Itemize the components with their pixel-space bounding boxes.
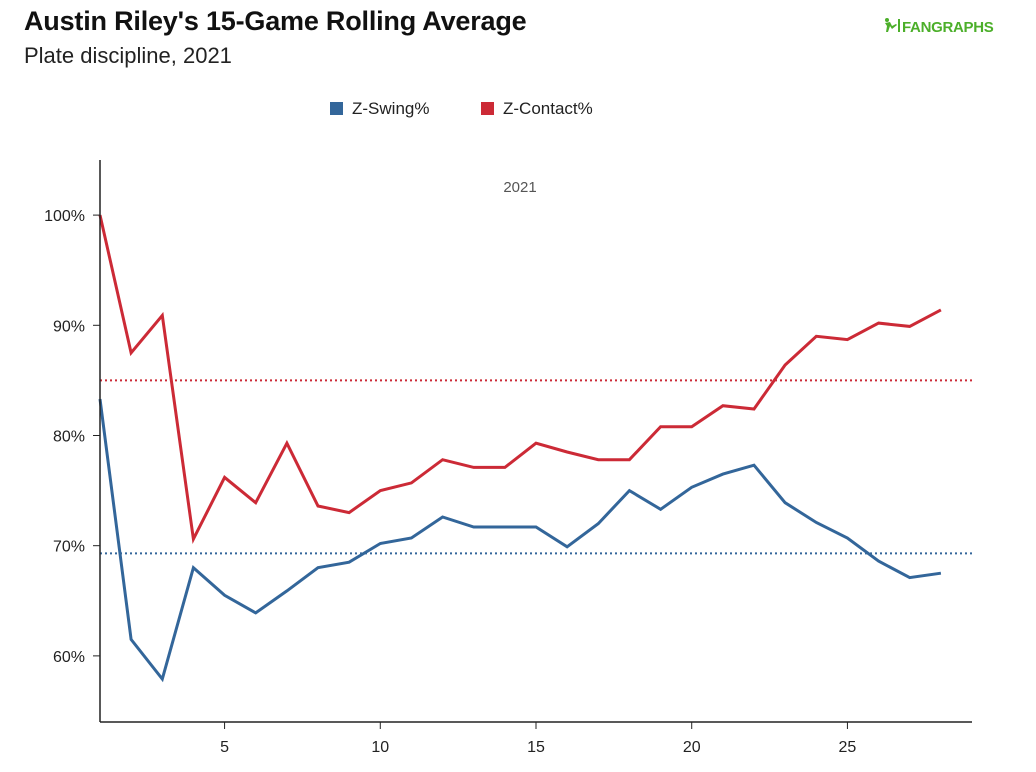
- legend-label-z_swing: Z-Swing%: [352, 99, 429, 118]
- series-line-z_contact: [98, 214, 942, 545]
- y-tick-label: 60%: [53, 649, 85, 666]
- x-tick-label: 15: [527, 739, 545, 756]
- chart-title: Austin Riley's 15-Game Rolling Average: [24, 6, 527, 36]
- x-tick-label: 5: [220, 739, 229, 756]
- x-tick-label: 10: [371, 739, 389, 756]
- fangraphs-logo-text: FANGRAPHS: [902, 18, 994, 36]
- reference-lines: [100, 379, 972, 555]
- facet-label: 2021: [503, 179, 536, 196]
- legend-swatch-z_swing: [330, 102, 343, 115]
- axes: 60% 70% 80% 90% 100% 5 10 15 20 25: [44, 160, 972, 756]
- x-tick-label: 20: [683, 739, 701, 756]
- y-tick-label: 90%: [53, 318, 85, 335]
- chart-subtitle: Plate discipline, 2021: [24, 43, 232, 68]
- y-tick-label: 100%: [44, 208, 85, 225]
- legend: Z-Swing% Z-Contact%: [330, 99, 593, 118]
- legend-label-z_contact: Z-Contact%: [503, 99, 593, 118]
- fangraphs-logo-icon: [882, 17, 900, 37]
- x-tick-label: 25: [839, 739, 857, 756]
- y-tick-label: 80%: [53, 428, 85, 445]
- series-lines: [98, 214, 942, 683]
- legend-swatch-z_contact: [481, 102, 494, 115]
- series-line-z_swing: [98, 398, 942, 683]
- fangraphs-logo[interactable]: FANGRAPHS: [882, 17, 994, 37]
- y-tick-label: 70%: [53, 539, 85, 556]
